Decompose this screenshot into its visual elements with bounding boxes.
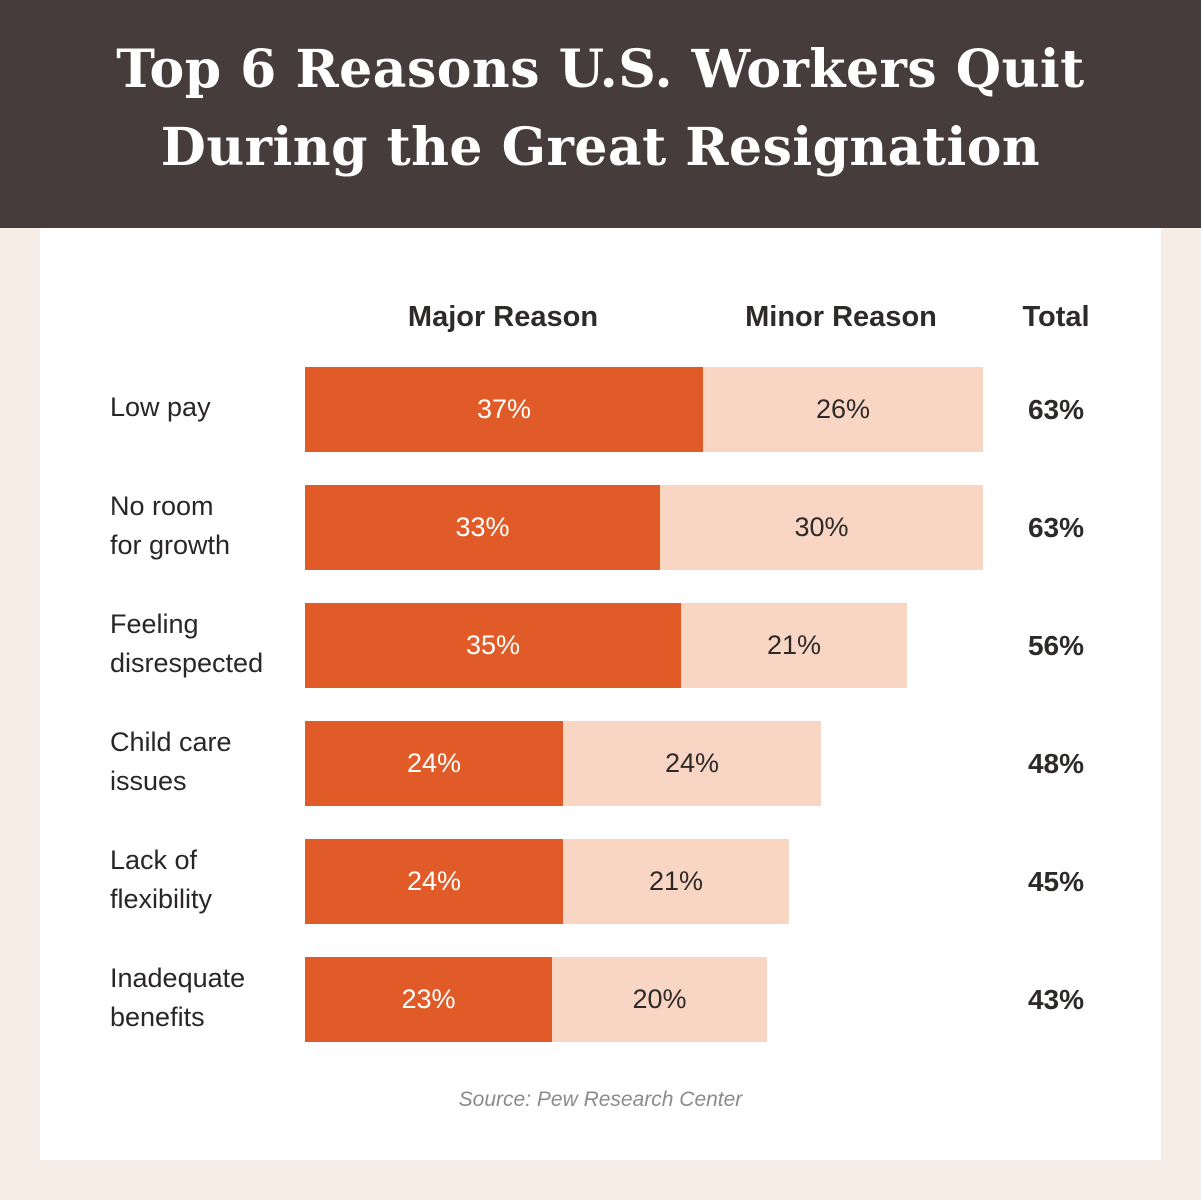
column-header-total: Total (1022, 301, 1090, 333)
chart-title-line-2: During the Great Resignation (160, 117, 1041, 178)
bar-major: 33% (305, 485, 660, 570)
category-label: Low pay (110, 392, 211, 422)
bar-major: 24% (305, 839, 563, 924)
bar-minor-value-label: 21% (648, 866, 704, 896)
bar-minor: 21% (563, 839, 789, 924)
chart-title-line-1: Top 6 Reasons U.S. Workers Quit (116, 39, 1085, 100)
total-value-label: 48% (1027, 747, 1085, 779)
bar-minor: 24% (563, 721, 821, 806)
category-label: Feeling disrespected (110, 608, 264, 678)
category-label: Lack of flexibility (110, 844, 213, 914)
header-banner (0, 0, 1201, 228)
column-header-minor: Minor Reason (745, 301, 937, 333)
source-note: Source: Pew Research Center (458, 1088, 743, 1111)
bar-minor-value-label: 30% (794, 512, 849, 542)
bar-minor: 26% (703, 367, 983, 452)
bar-minor-value-label: 21% (766, 630, 822, 660)
bar-major-value-label: 23% (401, 984, 456, 1014)
bar-major-value-label: 24% (406, 748, 462, 778)
bar-major: 23% (305, 957, 552, 1042)
category-label: Inadequate benefits (110, 962, 246, 1032)
bar-major: 37% (305, 367, 703, 452)
bar-major-value-label: 33% (455, 512, 510, 542)
total-value-label: 63% (1027, 393, 1085, 425)
bar-minor-value-label: 26% (815, 394, 871, 424)
bar-minor-value-label: 20% (632, 984, 687, 1014)
total-value-label: 43% (1027, 983, 1085, 1015)
bar-major-value-label: 37% (476, 394, 532, 424)
bar-minor: 21% (681, 603, 907, 688)
category-label: No room for growth (110, 490, 231, 560)
total-value-label: 63% (1027, 511, 1085, 543)
bar-major: 35% (305, 603, 681, 688)
bar-minor-value-label: 24% (664, 748, 720, 778)
bar-major-value-label: 35% (465, 630, 521, 660)
bar-major-value-label: 24% (406, 866, 462, 896)
bar-minor: 20% (552, 957, 767, 1042)
column-header-major: Major Reason (407, 301, 599, 333)
bar-major: 24% (305, 721, 563, 806)
total-value-label: 56% (1027, 629, 1085, 661)
bar-minor: 30% (660, 485, 983, 570)
total-value-label: 45% (1027, 865, 1085, 897)
category-label: Child care issues (110, 726, 232, 796)
